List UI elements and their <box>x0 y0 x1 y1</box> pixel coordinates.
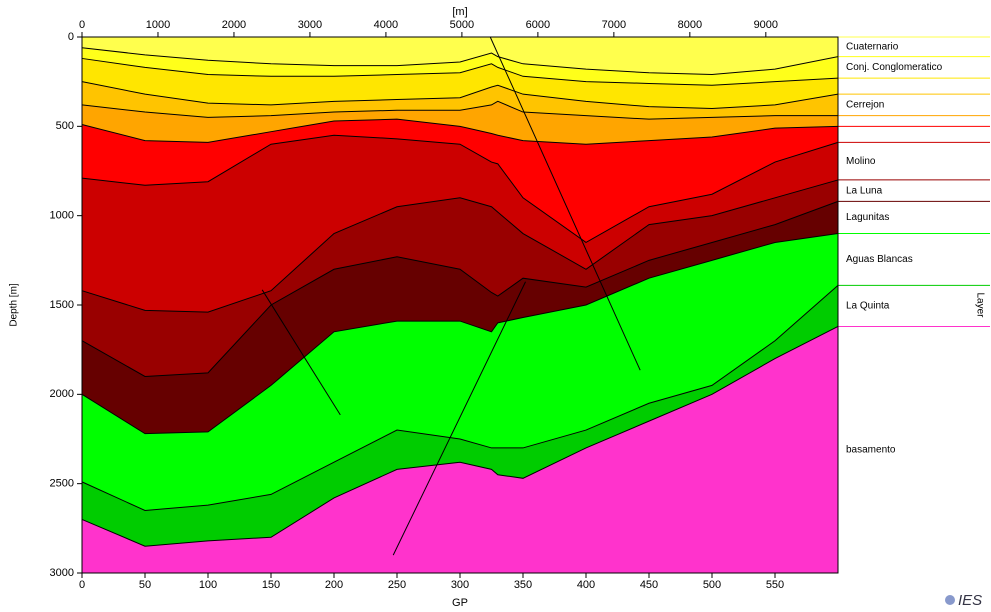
y-tick-label: 1000 <box>50 210 74 222</box>
x2-tick-label: 5000 <box>450 19 474 31</box>
logo: IES <box>958 592 982 609</box>
legend-label: basamento <box>846 444 896 455</box>
x-tick-label: 250 <box>388 579 406 591</box>
y-tick-label: 2500 <box>50 478 74 490</box>
legend-label: La Luna <box>846 185 883 196</box>
legend-label: Cuaternario <box>846 41 899 52</box>
x-tick-label: 100 <box>199 579 217 591</box>
x-tick-label: 400 <box>577 579 595 591</box>
x2-tick-label: 7000 <box>602 19 626 31</box>
legend-label: Lagunitas <box>846 212 889 223</box>
x2-tick-label: 6000 <box>526 19 550 31</box>
x-tick-label: 350 <box>514 579 532 591</box>
x2-axis-title: [m] <box>452 6 467 18</box>
x-tick-label: 200 <box>325 579 343 591</box>
x-tick-label: 550 <box>766 579 784 591</box>
y-tick-label: 2000 <box>50 388 74 400</box>
x-axis-title: GP <box>452 597 468 609</box>
y-tick-label: 0 <box>68 31 74 43</box>
chart: [m] GP Depth [m] Layer IES Cuaternario Co… <box>0 0 991 612</box>
legend-label: La Quinta <box>846 301 890 312</box>
y-axis-title: Depth [m] <box>9 283 20 327</box>
y-tick-label: 1500 <box>50 299 74 311</box>
legend-title: Layer <box>974 292 985 318</box>
x2-tick-label: 2000 <box>222 19 246 31</box>
x2-tick-label: 0 <box>79 19 85 31</box>
x-tick-label: 300 <box>451 579 469 591</box>
x2-tick-label: 3000 <box>298 19 322 31</box>
x-tick-label: 50 <box>139 579 151 591</box>
x-tick-label: 150 <box>262 579 280 591</box>
logo-icon <box>945 595 955 605</box>
legend-label: Conj. Conglomeratico <box>846 62 943 73</box>
x2-tick-label: 4000 <box>374 19 398 31</box>
x-tick-label: 500 <box>703 579 721 591</box>
legend-label: Aguas Blancas <box>846 254 913 265</box>
x-tick-label: 450 <box>640 579 658 591</box>
x2-tick-label: 8000 <box>678 19 702 31</box>
y-tick-label: 500 <box>56 120 74 132</box>
legend-label: Molino <box>846 156 876 167</box>
y-tick-label: 3000 <box>50 567 74 579</box>
x2-tick-label: 9000 <box>754 19 778 31</box>
legend-label: Cerrejon <box>846 100 884 111</box>
x2-tick-label: 1000 <box>146 19 170 31</box>
x-tick-label: 0 <box>79 579 85 591</box>
